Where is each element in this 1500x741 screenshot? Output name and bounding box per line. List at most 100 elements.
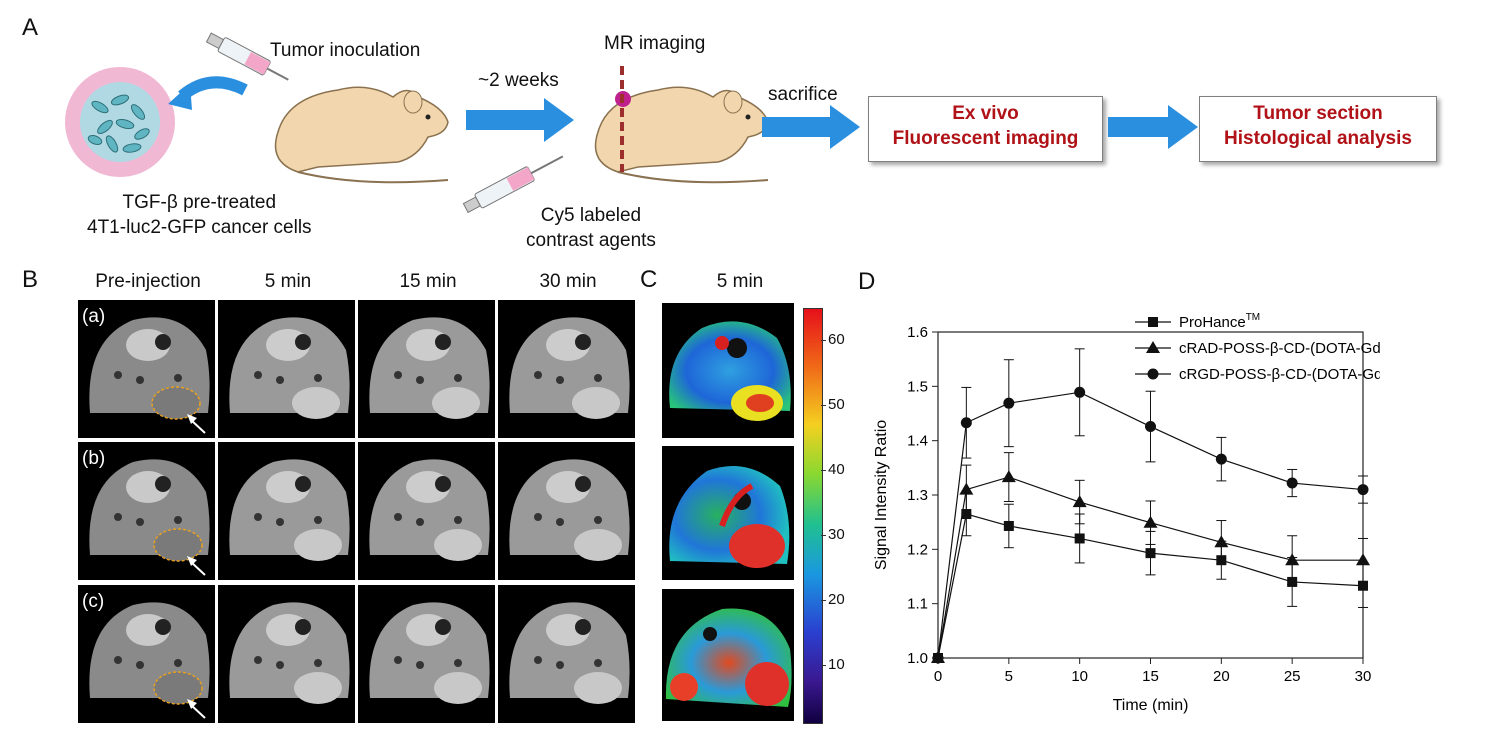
tumor-section-box: Tumor section Histological analysis xyxy=(1199,96,1437,162)
mri-image-r2-c2 xyxy=(218,442,355,580)
x-tick-label: 10 xyxy=(1071,668,1088,685)
signal-intensity-chart: 0 5 10 15 20 25 30 1.0 1.1 1.2 1.3 1.4 1.5 1.6 Time (m… xyxy=(873,312,1380,714)
colorbar-tick-mark xyxy=(821,600,826,601)
legend-label: cRGD-POSS-β-CD-(DOTA-Gd)-Cy5 xyxy=(1179,366,1380,383)
data-point-circle xyxy=(1074,386,1086,398)
row-tag-2: (b) xyxy=(82,448,106,469)
mri-image-r2-c3 xyxy=(358,442,495,580)
colorbar-tick-mark xyxy=(821,470,826,471)
row-tag-1: (a) xyxy=(82,306,106,327)
two-weeks-text: ~2 weeks xyxy=(478,70,559,91)
sacrifice-text: sacrifice xyxy=(768,84,838,105)
heatmap-image-a xyxy=(662,303,794,438)
y-tick-label: 1.0 xyxy=(907,650,928,667)
curved-arrow-icon xyxy=(168,76,248,110)
colorbar-tick-mark xyxy=(821,665,826,666)
box1-line2: Fluorescent imaging xyxy=(892,128,1079,149)
legend-marker-triangle xyxy=(1146,341,1160,353)
y-tick-label: 1.1 xyxy=(907,596,928,613)
syringe-icon-2 xyxy=(462,155,564,214)
cells-line1: TGF-β pre-treated xyxy=(122,192,277,213)
colorbar-tick-mark xyxy=(821,535,826,536)
y-tick-label: 1.6 xyxy=(907,324,928,341)
colorbar-tick-label: 50 xyxy=(828,396,845,413)
mri-image-r2-c1 xyxy=(78,442,215,580)
x-tick-label: 0 xyxy=(934,668,942,685)
data-point-circle xyxy=(960,417,972,429)
heatmap-image-b xyxy=(662,446,794,580)
data-point-square xyxy=(1003,520,1014,531)
panel-c-label: C xyxy=(640,266,658,293)
data-point-triangle xyxy=(1072,495,1087,508)
col-30min: 30 min xyxy=(539,271,597,292)
series-line-square xyxy=(937,513,1364,659)
agent-line1: Cy5 labeled xyxy=(540,205,642,226)
box2-line1: Tumor section xyxy=(1253,103,1383,124)
data-point-triangle xyxy=(959,482,974,495)
y-tick-label: 1.4 xyxy=(907,433,928,450)
series-line-circle xyxy=(937,391,1364,659)
colorbar xyxy=(803,308,823,724)
data-point-triangle xyxy=(1214,535,1229,548)
mouse-illustration-1 xyxy=(274,86,449,184)
colorbar-tick-label: 20 xyxy=(828,591,845,608)
arrow-right-icon xyxy=(466,98,574,142)
data-point-circle xyxy=(1145,421,1156,433)
legend-label: cRAD-POSS-β-CD-(DOTA-Gd)-Cy5 xyxy=(1179,340,1380,357)
colorbar-tick-label: 30 xyxy=(828,526,845,543)
col-5min: 5 min xyxy=(264,271,312,292)
box1-line1: Ex vivo xyxy=(952,103,1019,124)
x-tick-label: 5 xyxy=(1005,668,1013,685)
mri-image-r1-c2 xyxy=(218,300,355,438)
data-point-square xyxy=(1358,580,1368,591)
syringe-icon xyxy=(205,32,289,81)
y-tick-label: 1.2 xyxy=(907,541,928,558)
colorbar-tick-label: 40 xyxy=(828,461,845,478)
legend-marker-square xyxy=(1148,317,1158,327)
agent-line2: contrast agents xyxy=(526,230,656,251)
tumor-inoculation-text: Tumor inoculation xyxy=(270,40,421,61)
x-tick-label: 25 xyxy=(1284,668,1301,685)
legend-marker-circle xyxy=(1147,368,1159,380)
y-axis-label: Signal Intensity Ratio xyxy=(873,420,890,570)
col-15min: 15 min xyxy=(399,271,457,292)
cells-line2: 4T1-luc2-GFP cancer cells xyxy=(87,217,312,238)
mri-image-r1-c4 xyxy=(498,300,635,438)
contrast-agent-text: Cy5 labeled contrast agents xyxy=(526,203,656,253)
legend-label-superscript: TM xyxy=(1246,312,1260,323)
mouse-illustration-2 xyxy=(594,62,769,184)
colorbar-tick-label: 60 xyxy=(828,331,845,348)
row-tag-3: (c) xyxy=(82,591,105,612)
mr-imaging-text: MR imaging xyxy=(604,33,706,54)
series-line-triangle xyxy=(937,476,1363,659)
mri-image-r1-c3 xyxy=(358,300,495,438)
mri-image-r2-c4 xyxy=(498,442,635,580)
colorbar-tick-mark xyxy=(821,405,826,406)
data-point-triangle xyxy=(1143,515,1158,528)
data-point-circle xyxy=(1003,397,1015,409)
cells-text: TGF-β pre-treated 4T1-luc2-GFP cancer ce… xyxy=(87,190,312,240)
heatmap-image-c xyxy=(662,589,794,721)
data-point-square xyxy=(1145,548,1156,559)
x-tick-label: 20 xyxy=(1213,668,1230,685)
panel-a-label: A xyxy=(22,14,39,41)
y-tick-label: 1.5 xyxy=(907,378,928,395)
x-axis-label: Time (min) xyxy=(1113,697,1189,714)
cell-dish-illustration xyxy=(65,67,175,177)
data-point-circle xyxy=(932,652,944,664)
data-point-triangle xyxy=(1285,553,1300,566)
mri-image-r1-c1 xyxy=(78,300,215,438)
col-pre-injection: Pre-injection xyxy=(95,271,201,292)
mri-image-r3-c1 xyxy=(78,585,215,723)
mri-image-r3-c3 xyxy=(358,585,495,723)
colorbar-tick-mark xyxy=(821,340,826,341)
data-point-circle xyxy=(1286,477,1298,489)
colorbar-tick-label: 10 xyxy=(828,656,845,673)
y-tick-label: 1.3 xyxy=(907,487,928,504)
data-point-square xyxy=(1074,533,1085,544)
arrow-right-icon-2 xyxy=(762,105,860,149)
x-tick-label: 15 xyxy=(1142,668,1159,685)
panel-b-label: B xyxy=(22,266,39,293)
data-point-circle xyxy=(1357,484,1369,496)
ex-vivo-box: Ex vivo Fluorescent imaging xyxy=(868,96,1103,162)
